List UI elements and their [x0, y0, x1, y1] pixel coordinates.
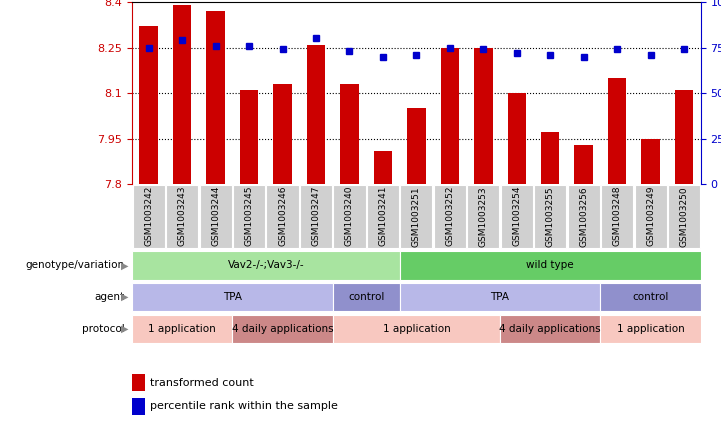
FancyBboxPatch shape: [634, 185, 667, 248]
Text: GSM1003247: GSM1003247: [311, 186, 321, 247]
Bar: [508, 93, 526, 184]
Text: GSM1003252: GSM1003252: [446, 186, 454, 247]
Bar: [340, 84, 358, 184]
FancyBboxPatch shape: [232, 315, 332, 343]
FancyBboxPatch shape: [601, 185, 633, 248]
FancyBboxPatch shape: [399, 251, 701, 280]
Text: 1 application: 1 application: [616, 324, 684, 334]
FancyBboxPatch shape: [500, 315, 601, 343]
Text: 4 daily applications: 4 daily applications: [231, 324, 333, 334]
FancyBboxPatch shape: [200, 185, 231, 248]
Bar: [608, 78, 627, 184]
Text: 1 application: 1 application: [149, 324, 216, 334]
Text: GSM1003254: GSM1003254: [512, 186, 521, 247]
Text: GSM1003245: GSM1003245: [244, 186, 254, 247]
Bar: [441, 48, 459, 184]
FancyBboxPatch shape: [668, 185, 700, 248]
Bar: [139, 26, 158, 184]
Text: GSM1003244: GSM1003244: [211, 186, 220, 246]
Text: agent: agent: [94, 292, 125, 302]
Text: GSM1003250: GSM1003250: [680, 186, 689, 247]
Text: ▶: ▶: [121, 292, 128, 302]
Bar: [575, 145, 593, 184]
FancyBboxPatch shape: [399, 283, 601, 311]
Text: GSM1003249: GSM1003249: [646, 186, 655, 247]
Text: GSM1003248: GSM1003248: [613, 186, 622, 247]
Text: protocol: protocol: [82, 324, 125, 334]
Bar: [273, 84, 292, 184]
FancyBboxPatch shape: [601, 283, 701, 311]
FancyBboxPatch shape: [601, 315, 701, 343]
FancyBboxPatch shape: [132, 251, 399, 280]
Bar: [206, 11, 225, 184]
Bar: [240, 90, 258, 184]
Bar: [173, 5, 191, 184]
Text: 4 daily applications: 4 daily applications: [500, 324, 601, 334]
Text: TPA: TPA: [490, 292, 510, 302]
Text: GSM1003240: GSM1003240: [345, 186, 354, 247]
Text: TPA: TPA: [223, 292, 242, 302]
Text: GSM1003253: GSM1003253: [479, 186, 488, 247]
Bar: [373, 151, 392, 184]
FancyBboxPatch shape: [400, 185, 433, 248]
FancyBboxPatch shape: [534, 185, 566, 248]
Bar: [642, 139, 660, 184]
Text: GSM1003242: GSM1003242: [144, 186, 153, 246]
FancyBboxPatch shape: [567, 185, 600, 248]
FancyBboxPatch shape: [332, 283, 399, 311]
Text: ▶: ▶: [121, 261, 128, 270]
FancyBboxPatch shape: [467, 185, 500, 248]
Bar: [675, 90, 694, 184]
FancyBboxPatch shape: [133, 185, 164, 248]
Text: GSM1003255: GSM1003255: [546, 186, 554, 247]
Bar: [407, 108, 425, 184]
FancyBboxPatch shape: [132, 283, 332, 311]
FancyBboxPatch shape: [434, 185, 466, 248]
FancyBboxPatch shape: [166, 185, 198, 248]
Text: Vav2-/-;Vav3-/-: Vav2-/-;Vav3-/-: [228, 261, 304, 270]
Text: GSM1003256: GSM1003256: [579, 186, 588, 247]
Text: wild type: wild type: [526, 261, 574, 270]
FancyBboxPatch shape: [332, 315, 500, 343]
Text: transformed count: transformed count: [150, 378, 254, 388]
FancyBboxPatch shape: [367, 185, 399, 248]
Text: genotype/variation: genotype/variation: [26, 261, 125, 270]
Bar: [307, 44, 325, 184]
FancyBboxPatch shape: [333, 185, 366, 248]
Bar: [541, 132, 559, 184]
FancyBboxPatch shape: [233, 185, 265, 248]
FancyBboxPatch shape: [300, 185, 332, 248]
FancyBboxPatch shape: [267, 185, 298, 248]
Text: 1 application: 1 application: [383, 324, 450, 334]
FancyBboxPatch shape: [500, 185, 533, 248]
Text: control: control: [632, 292, 669, 302]
Text: GSM1003246: GSM1003246: [278, 186, 287, 247]
Text: GDS4985 / 10533703: GDS4985 / 10533703: [132, 0, 275, 1]
Text: GSM1003243: GSM1003243: [177, 186, 187, 247]
Text: percentile rank within the sample: percentile rank within the sample: [150, 401, 338, 411]
Text: GSM1003241: GSM1003241: [379, 186, 387, 247]
FancyBboxPatch shape: [132, 315, 232, 343]
Text: GSM1003251: GSM1003251: [412, 186, 421, 247]
Text: control: control: [348, 292, 384, 302]
Text: ▶: ▶: [121, 324, 128, 334]
Bar: [474, 48, 492, 184]
